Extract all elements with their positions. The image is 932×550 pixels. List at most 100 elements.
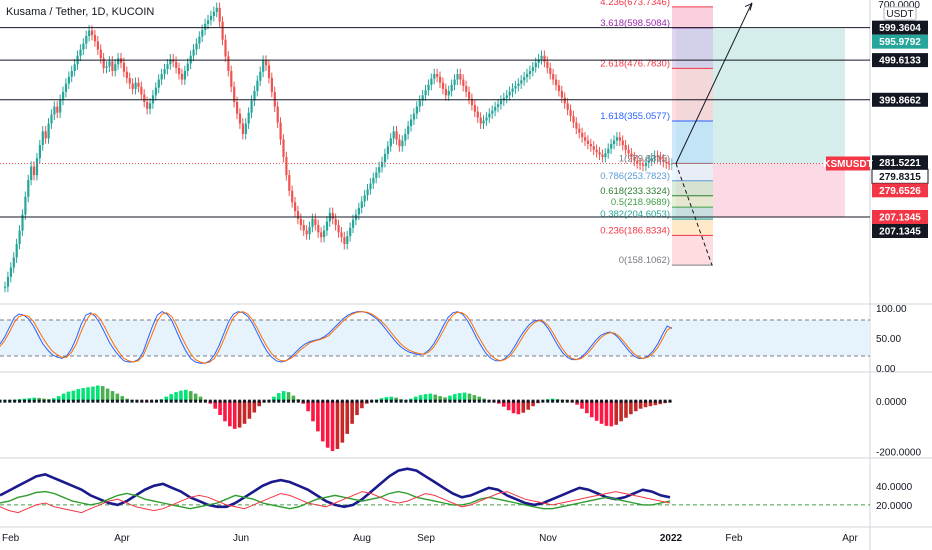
candle-body (636, 160, 639, 164)
momentum-bar (658, 401, 663, 405)
fib-zone (672, 6, 713, 28)
candle-body (105, 66, 108, 68)
zero-marker (238, 399, 242, 403)
candle-body (285, 157, 288, 176)
zero-marker (644, 399, 648, 403)
fib-level-label: 0(158.1062) (619, 255, 670, 266)
candle-body (491, 110, 494, 114)
candle-body (91, 30, 94, 36)
candle-body (346, 236, 349, 245)
candle-body (369, 183, 372, 190)
candle-body (363, 195, 366, 202)
zero-marker (208, 399, 212, 403)
zero-marker (404, 399, 408, 403)
candle-body (531, 67, 534, 71)
candle-body (415, 106, 418, 114)
candle-body (526, 74, 529, 78)
zero-marker (42, 399, 46, 403)
time-axis-label: Apr (114, 533, 130, 544)
momentum-pane[interactable]: 0.0000 -200.0000 (0, 385, 921, 459)
candle-body (517, 83, 520, 87)
candle-body (639, 163, 642, 165)
zero-marker (81, 399, 85, 403)
arrow-head (744, 3, 753, 11)
candle-body (549, 67, 552, 75)
stoch-rsi-pane[interactable]: 100.00 50.00 0.00 (0, 304, 907, 375)
projection-arrow[interactable] (675, 2, 753, 164)
candle-body (615, 137, 619, 141)
candle-body (534, 62, 537, 68)
candle-body (642, 164, 645, 166)
price-tag-label: 399.8662 (879, 95, 921, 106)
symbol-tag[interactable] (826, 156, 870, 171)
candle-body (514, 86, 517, 89)
fib-zone (672, 195, 713, 208)
candle-body (439, 76, 442, 83)
fib-zone (672, 120, 713, 164)
candle-body (41, 131, 44, 146)
candle-body (482, 120, 485, 124)
zero-marker (531, 399, 535, 403)
candle-body (276, 106, 279, 123)
indicator-series-line (0, 467, 671, 509)
momentum-bar (291, 395, 296, 402)
zero-marker (247, 399, 251, 403)
fib-level-label: 3.618(598.5084) (600, 18, 670, 29)
candle-body (410, 119, 413, 127)
candle-body (302, 225, 305, 231)
currency-box[interactable] (883, 6, 917, 21)
zero-marker (600, 399, 604, 403)
zero-marker (458, 399, 462, 403)
zero-marker (120, 399, 124, 403)
candle-body (186, 63, 189, 71)
price-pane[interactable]: 4.236(673.7346) 3.618(598.5084) 2.618(476.… (0, 0, 870, 293)
zero-marker (394, 399, 398, 403)
time-axis[interactable]: Feb Apr Jun Aug Sep Nov 2022 Feb Apr (2, 533, 858, 544)
candle-body (441, 82, 445, 89)
zero-marker (384, 399, 388, 403)
candle-body (566, 103, 569, 110)
zero-marker (624, 399, 628, 403)
zero-marker (575, 399, 579, 403)
momentum-bar (477, 396, 482, 402)
candle-body (265, 60, 268, 66)
price-tag-label: 281.5221 (879, 158, 921, 169)
fib-level-label: 0.786(253.7823) (600, 171, 670, 182)
indicator-lines-pane[interactable]: 40.0000 20.0000 (0, 467, 913, 514)
fib-level-label: 0.5(218.9689) (611, 197, 670, 208)
zero-marker (419, 399, 423, 403)
momentum-bar (531, 401, 535, 407)
candle-body (233, 86, 236, 102)
time-axis-label: Apr (842, 533, 858, 544)
zero-marker (262, 399, 266, 403)
candle-body (218, 7, 221, 22)
zero-marker (463, 399, 467, 403)
candle-body (372, 177, 375, 184)
zero-marker (282, 399, 286, 403)
zero-marker (47, 399, 51, 403)
zero-marker (27, 399, 31, 403)
price-tag-label: 207.1345 (879, 226, 921, 237)
candle-body (204, 23, 207, 30)
zero-marker (159, 399, 163, 403)
candle-body (273, 91, 276, 107)
candle-body (665, 162, 668, 164)
candle-body (270, 77, 273, 92)
candle-body (644, 162, 648, 166)
zero-marker (52, 399, 56, 403)
zero-marker (272, 399, 276, 403)
indicator-series-line (0, 491, 671, 514)
candle-body (389, 138, 392, 147)
candle-body (53, 106, 56, 115)
zero-marker (32, 399, 36, 403)
candle-body (424, 90, 427, 96)
price-tag (872, 209, 928, 224)
candle-body (38, 145, 41, 159)
candle-body (430, 78, 433, 85)
momentum-bar (619, 401, 623, 422)
zero-marker (340, 399, 344, 403)
zero-marker (66, 399, 70, 403)
candle-body (412, 113, 416, 120)
